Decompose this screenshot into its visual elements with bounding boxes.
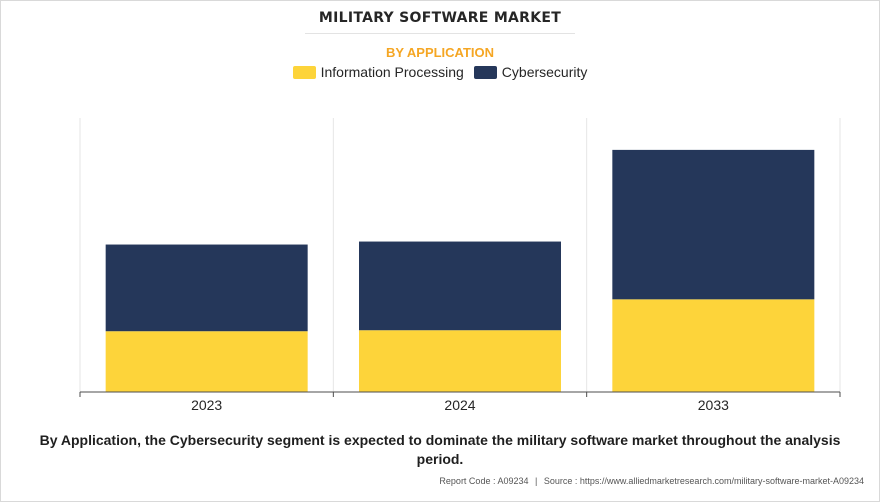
chart-legend: Information Processing Cybersecurity <box>0 64 880 80</box>
x-tick-label-2033: 2033 <box>698 397 729 413</box>
source-text: Source : https://www.alliedmarketresearc… <box>543 476 864 486</box>
bar-cybersecurity-2024 <box>359 241 561 331</box>
bar-information-processing-2024 <box>359 330 561 392</box>
bar-cybersecurity-2023 <box>105 244 308 332</box>
title-divider <box>305 33 575 34</box>
chart-caption: By Application, the Cybersecurity segmen… <box>39 432 841 467</box>
report-code: Report Code : A09234 <box>439 476 529 486</box>
stacked-bar-chart: 2023 2024 2033 <box>79 118 841 413</box>
x-tick-label-2024: 2024 <box>444 397 475 413</box>
bar-information-processing-2023 <box>105 331 308 392</box>
legend-label-information-processing: Information Processing <box>320 64 464 80</box>
legend-label-cybersecurity: Cybersecurity <box>501 64 588 80</box>
chart-title: MILITARY SOFTWARE MARKET <box>318 10 562 26</box>
bar-information-processing-2033 <box>612 299 815 392</box>
legend-item-information-processing: Information Processing <box>292 64 464 80</box>
source-footer: Report Code : A09234 | Source : https://… <box>439 476 864 486</box>
legend-swatch-cybersecurity <box>473 65 497 79</box>
chart-subtitle: BY APPLICATION <box>385 45 495 60</box>
legend-item-cybersecurity: Cybersecurity <box>473 64 588 80</box>
legend-swatch-information-processing <box>292 65 316 79</box>
x-tick-label-2023: 2023 <box>191 397 222 413</box>
footer-separator: | <box>535 476 538 486</box>
bar-cybersecurity-2033 <box>612 149 815 300</box>
